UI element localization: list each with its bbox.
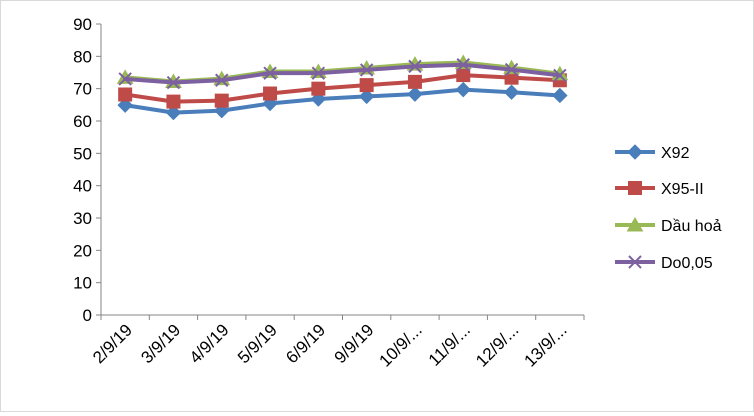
- series-line: [123, 87, 562, 115]
- legend-label: X92: [661, 145, 690, 162]
- x-tick-label: 5/9/19: [234, 320, 281, 367]
- data-point: [358, 88, 375, 105]
- y-tick-label: 40: [73, 177, 92, 196]
- x-tick-label: 11/9/...: [425, 320, 474, 369]
- legend-label: X95-II: [661, 181, 704, 198]
- legend-item: Do0,05: [615, 255, 713, 272]
- x-tick-label: 9/9/19: [331, 320, 378, 367]
- series-3: [118, 58, 567, 90]
- data-point: [408, 59, 422, 74]
- x-tick-label: 12/9/...: [472, 320, 522, 370]
- y-tick-label: 90: [73, 15, 92, 34]
- x-tick-label: 13/9/...: [520, 320, 570, 370]
- data-point: [165, 104, 182, 121]
- legend: X92 X95-II Dầu hoả Do0,05: [615, 144, 722, 272]
- data-point: [166, 94, 181, 109]
- data-point: [311, 81, 326, 96]
- data-point: [407, 74, 422, 89]
- data-point: [359, 63, 374, 77]
- y-tick-label: 80: [73, 47, 92, 66]
- legend-label: Dầu hoả: [661, 218, 722, 235]
- series-0: [117, 81, 568, 121]
- series-layer: [116, 54, 569, 121]
- legend-item: X95-II: [615, 181, 704, 198]
- legend-label: Do0,05: [661, 255, 713, 272]
- data-point: [118, 72, 132, 86]
- y-tick-label: 60: [73, 112, 92, 131]
- legend-marker: [628, 255, 642, 269]
- data-point: [407, 86, 423, 102]
- data-point: [214, 93, 229, 108]
- legend-item: X92: [615, 144, 690, 162]
- data-point: [552, 87, 568, 104]
- y-tick-label: 70: [73, 80, 92, 99]
- x-tick-label: 2/9/19: [89, 320, 136, 367]
- data-point: [118, 87, 133, 102]
- legend-marker: [627, 144, 643, 160]
- x-tick-label: 3/9/19: [137, 320, 184, 367]
- y-tick-label: 0: [83, 306, 92, 325]
- data-point: [263, 86, 278, 101]
- data-point: [166, 75, 181, 90]
- legend-marker: [628, 181, 642, 195]
- legend-marker: [626, 216, 644, 232]
- data-point: [359, 78, 374, 93]
- data-point: [504, 62, 519, 77]
- x-tick-label: 6/9/19: [282, 320, 329, 367]
- data-point: [503, 84, 520, 100]
- x-tick-label: 4/9/19: [186, 320, 233, 367]
- y-tick-label: 20: [73, 241, 92, 260]
- y-tick-label: 50: [73, 144, 92, 163]
- data-point: [455, 81, 471, 98]
- data-point: [263, 66, 277, 80]
- data-point: [553, 68, 567, 83]
- y-tick-label: 30: [73, 209, 92, 228]
- data-point: [311, 66, 326, 80]
- data-point: [456, 58, 470, 72]
- legend-item: Dầu hoả: [615, 216, 722, 235]
- series-1: [118, 68, 567, 109]
- x-tick-label: 10/9/...: [376, 320, 426, 370]
- series-line: [123, 62, 562, 85]
- data-point: [215, 73, 229, 87]
- data-point: [117, 97, 133, 113]
- y-tick-label: 10: [73, 274, 92, 293]
- series-line: [123, 73, 562, 104]
